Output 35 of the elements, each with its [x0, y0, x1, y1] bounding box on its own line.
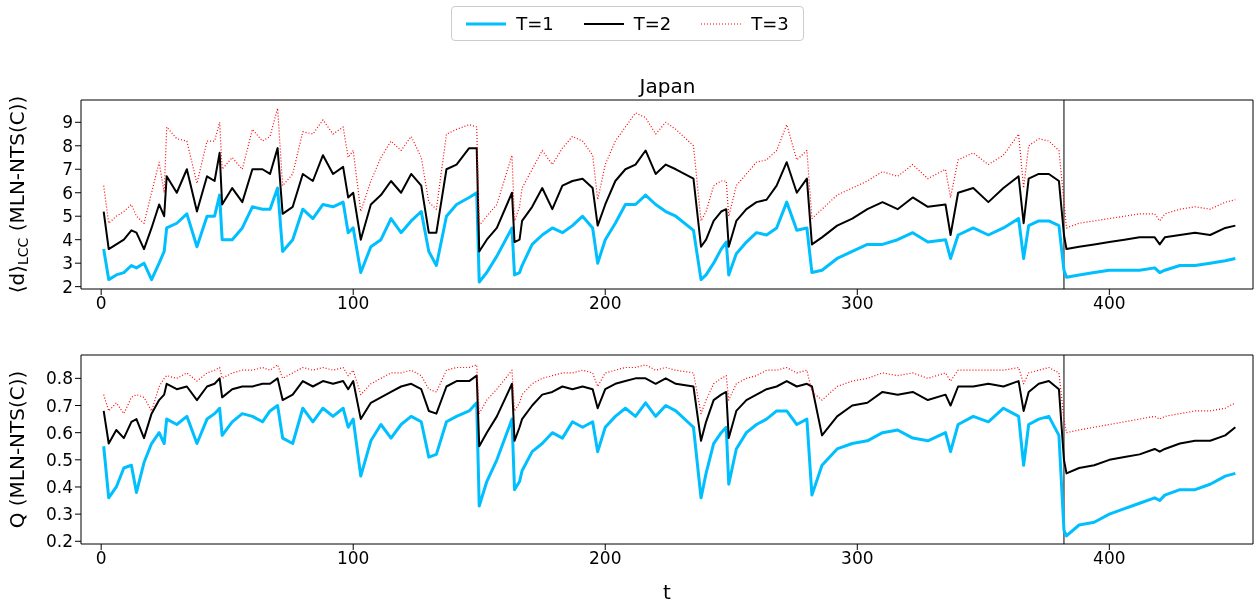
x-tick-label: 100	[336, 293, 370, 314]
y-tick-label: 0.4	[45, 477, 73, 498]
y-tick-label: 0.7	[45, 395, 73, 416]
y-tick-label: 3	[62, 253, 73, 274]
y-tick-label: 0.8	[45, 368, 73, 389]
line-series	[103, 107, 1236, 229]
x-tick-label: 200	[589, 548, 622, 569]
x-tick-label: 400	[1093, 548, 1126, 569]
x-tick-label: 200	[589, 293, 622, 314]
y-tick-label: 2	[62, 276, 73, 297]
legend-label: T=1	[516, 13, 554, 34]
legend-label: T=3	[751, 13, 789, 34]
y-tick-label: 0.5	[45, 449, 73, 470]
chart-title: Japan	[637, 74, 697, 98]
y-tick-label: 9	[62, 112, 73, 133]
x-tick-label: 0	[95, 548, 107, 569]
y-tick-label: 7	[62, 159, 73, 180]
y-axis-title: Q (MLN-NTS(C))	[5, 370, 29, 529]
line-series	[102, 186, 1237, 284]
x-axis-title: t	[663, 580, 672, 599]
y-tick-label: 4	[62, 229, 73, 250]
line-series	[103, 364, 1236, 434]
line-series	[102, 401, 1237, 538]
y-tick-label: 6	[62, 182, 73, 203]
y-tick-label: 5	[62, 206, 73, 227]
x-tick-label: 400	[1093, 293, 1126, 314]
x-tick-label: 100	[336, 548, 370, 569]
x-tick-label: 300	[841, 293, 874, 314]
x-tick-label: 300	[841, 548, 874, 569]
y-tick-label: 0.2	[45, 531, 73, 552]
y-tick-label: 0.6	[45, 422, 73, 443]
legend-label: T=2	[633, 13, 672, 34]
y-tick-label: 8	[62, 135, 73, 156]
x-tick-label: 0	[95, 293, 107, 314]
y-tick-label: 0.3	[45, 504, 73, 525]
